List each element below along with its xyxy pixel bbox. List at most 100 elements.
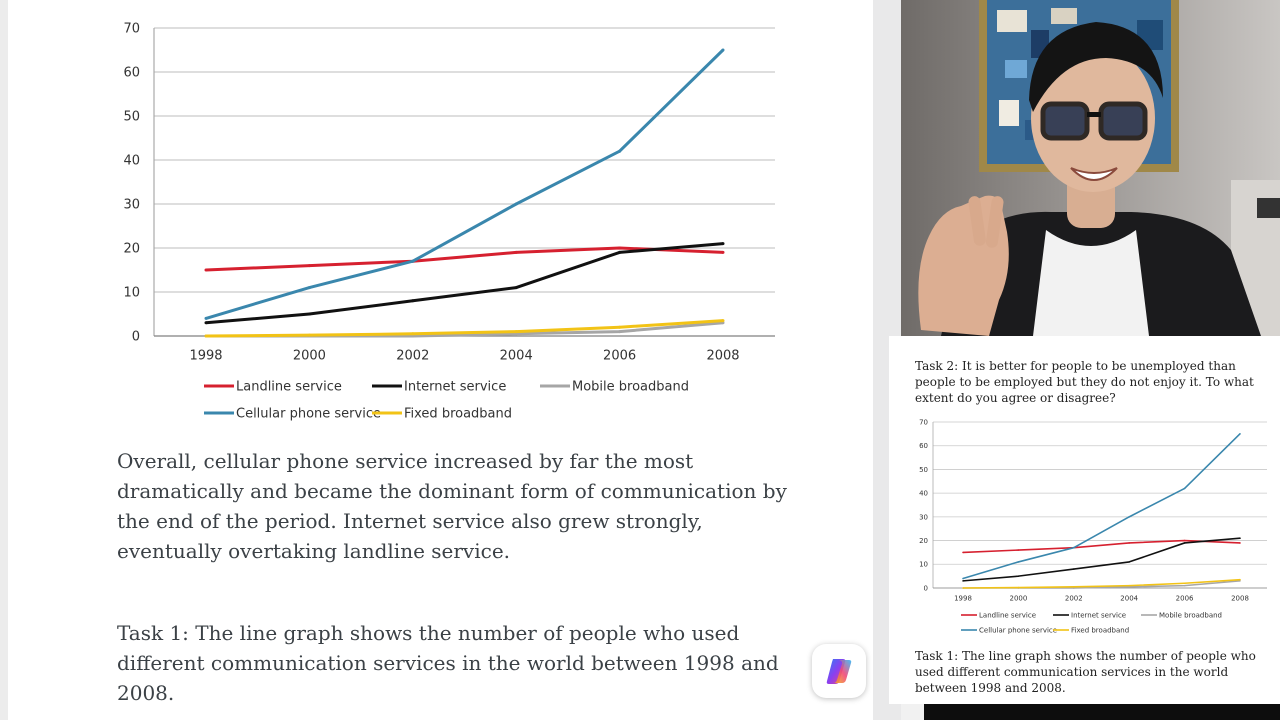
data-point xyxy=(1183,487,1186,490)
y-tick-label: 20 xyxy=(919,537,928,545)
series-line-4 xyxy=(205,319,724,338)
series-line-0 xyxy=(205,246,724,272)
data-point xyxy=(411,332,415,336)
series-line-1 xyxy=(962,537,1241,582)
series-line-3 xyxy=(205,48,725,320)
data-point xyxy=(307,333,311,337)
data-point xyxy=(962,587,964,589)
legend-label: Mobile broadband xyxy=(572,380,689,395)
x-tick-label: 2006 xyxy=(603,348,636,363)
data-point xyxy=(962,577,964,580)
y-tick-label: 70 xyxy=(919,418,928,426)
legend-label: Internet service xyxy=(1071,611,1126,619)
copilot-icon xyxy=(826,659,852,684)
data-point xyxy=(1183,582,1186,585)
data-point xyxy=(962,551,964,554)
data-point xyxy=(514,202,518,206)
data-point xyxy=(962,580,964,582)
data-point xyxy=(1017,575,1020,577)
data-point xyxy=(1239,578,1241,581)
data-point xyxy=(1128,584,1130,587)
legend-label: Internet service xyxy=(404,380,506,395)
data-point xyxy=(1183,539,1186,542)
data-point xyxy=(1073,546,1075,549)
webcam-feed xyxy=(901,0,1280,336)
data-point xyxy=(307,312,311,316)
data-point xyxy=(618,325,622,329)
side-task1-paragraph: Task 1: The line graph shows the number … xyxy=(915,649,1256,695)
task1-paragraph: Task 1: The line graph shows the number … xyxy=(117,621,779,705)
data-point xyxy=(204,268,208,272)
data-point xyxy=(1239,542,1241,544)
data-point xyxy=(514,250,518,254)
y-tick-label: 60 xyxy=(123,66,140,81)
y-tick-label: 0 xyxy=(132,330,140,345)
data-point xyxy=(1073,568,1075,570)
legend-label: Fixed broadband xyxy=(404,407,512,422)
legend-label: Mobile broadband xyxy=(1159,611,1222,619)
data-point xyxy=(1128,516,1130,518)
x-tick-label: 1998 xyxy=(954,595,972,603)
x-tick-label: 2006 xyxy=(1176,595,1194,603)
assistant-button[interactable] xyxy=(812,644,866,698)
data-point xyxy=(618,330,622,334)
x-tick-label: 2004 xyxy=(1120,595,1138,603)
data-point xyxy=(307,264,311,268)
presenter-video-image xyxy=(901,0,1280,336)
y-tick-label: 40 xyxy=(919,490,928,498)
data-point xyxy=(204,334,208,338)
x-tick-label: 2000 xyxy=(1009,595,1027,603)
legend-label: Landline service xyxy=(979,611,1036,619)
data-point xyxy=(721,319,725,323)
data-point xyxy=(514,286,518,290)
data-point xyxy=(1239,537,1241,539)
y-tick-label: 50 xyxy=(919,466,928,474)
document-panel: 0 10 20 30 40 50 60 70 1998 2000 2002 2004 2006 2008 L… xyxy=(0,0,873,720)
y-tick-label: 20 xyxy=(123,242,140,257)
data-point xyxy=(1017,561,1020,563)
data-point xyxy=(1183,542,1186,544)
series-line-1 xyxy=(205,242,724,325)
legend-label: Fixed broadband xyxy=(1071,626,1129,634)
x-tick-label: 2002 xyxy=(1065,595,1083,603)
data-point xyxy=(721,242,725,246)
y-tick-label: 30 xyxy=(123,198,140,213)
y-tick-label: 0 xyxy=(924,584,928,592)
data-point xyxy=(411,259,415,263)
y-tick-label: 50 xyxy=(123,110,140,125)
side-line-chart: 0 10 20 30 40 50 60 70 1998 2000 2002 2004 2006 2008 L… xyxy=(919,418,1267,634)
overall-paragraph: Overall, cellular phone service increase… xyxy=(117,449,787,563)
data-point xyxy=(1128,561,1130,563)
data-point xyxy=(721,48,725,52)
y-tick-label: 70 xyxy=(123,22,140,37)
x-tick-label: 2004 xyxy=(500,348,533,363)
data-point xyxy=(514,330,518,334)
data-point xyxy=(618,250,622,254)
x-tick-label: 2000 xyxy=(293,348,326,363)
y-tick-label: 10 xyxy=(123,286,140,301)
data-point xyxy=(1073,586,1075,588)
legend-label: Landline service xyxy=(236,380,342,395)
x-tick-label: 2008 xyxy=(706,348,739,363)
data-point xyxy=(1239,433,1241,435)
main-line-chart: 0 10 20 30 40 50 60 70 1998 2000 2002 2004 2006 2008 L… xyxy=(123,22,775,422)
data-point xyxy=(721,250,725,254)
data-point xyxy=(204,316,208,320)
legend-label: Cellular phone service xyxy=(979,626,1057,634)
y-tick-label: 10 xyxy=(919,561,928,569)
data-point xyxy=(204,321,208,325)
x-tick-label: 2002 xyxy=(396,348,429,363)
y-tick-label: 30 xyxy=(919,513,928,521)
series-line-3 xyxy=(962,433,1241,580)
x-tick-label: 2008 xyxy=(1231,595,1249,603)
data-point xyxy=(307,286,311,290)
series-line-0 xyxy=(962,539,1241,554)
legend-label: Cellular phone service xyxy=(236,407,381,422)
data-point xyxy=(1128,542,1130,544)
data-point xyxy=(411,299,415,303)
series-line-4 xyxy=(962,578,1241,589)
y-tick-label: 40 xyxy=(123,154,140,169)
side-document-panel: Task 2: It is better for people to be un… xyxy=(889,336,1280,704)
bottom-black-bar xyxy=(924,704,1280,720)
x-tick-label: 1998 xyxy=(189,348,222,363)
